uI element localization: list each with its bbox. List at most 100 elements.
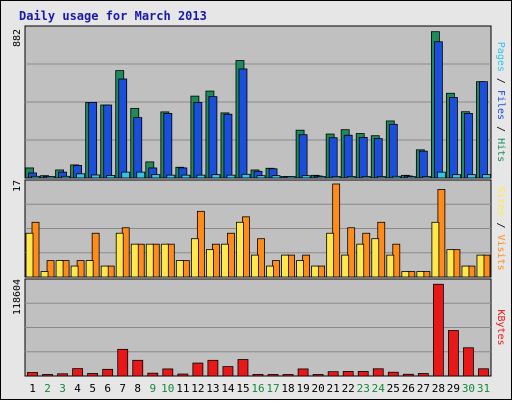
bar-files-day-19 xyxy=(298,134,308,179)
bar-kbytes-day-21 xyxy=(327,371,339,377)
bar-files-day-23 xyxy=(358,136,368,179)
bar-kbytes-day-1 xyxy=(27,372,38,377)
legend-label-part: Files xyxy=(495,90,506,120)
bar-pages-day-25 xyxy=(391,175,401,179)
bar-kbytes-day-17 xyxy=(267,374,279,377)
bar-kbytes-day-26 xyxy=(402,373,414,377)
bar-files-day-31 xyxy=(479,81,488,179)
bar-pages-day-16 xyxy=(256,175,266,179)
bar-pages-day-18 xyxy=(286,176,296,179)
bar-pages-day-4 xyxy=(76,173,86,179)
x-tick-label-day-4: 4 xyxy=(74,382,81,395)
x-tick-label-day-10: 10 xyxy=(161,382,174,395)
y-max-tick-label-visits: 17 xyxy=(12,180,23,192)
legend-label-part: / xyxy=(495,72,506,90)
legend-label-part: Pages xyxy=(495,42,506,72)
bar-files-day-28 xyxy=(433,41,443,179)
bar-files-day-7 xyxy=(118,78,128,179)
bar-sites-day-15 xyxy=(236,221,244,278)
bar-sites-day-1 xyxy=(25,232,34,278)
series-legend-label-hits: Pages / Files / Hits xyxy=(495,42,506,162)
x-tick-label-day-24: 24 xyxy=(372,382,386,395)
x-tick-label-day-17: 17 xyxy=(266,382,279,395)
bar-pages-day-15 xyxy=(241,173,251,179)
bar-sites-day-28 xyxy=(431,221,440,278)
bar-visits-day-22 xyxy=(347,227,356,278)
bar-sites-day-31 xyxy=(476,254,485,278)
bar-pages-day-23 xyxy=(361,176,371,179)
bar-visits-day-5 xyxy=(91,232,100,278)
panel-visits: 17 Sites / Visits xyxy=(12,179,506,278)
legend-label-part: Sites xyxy=(495,186,506,216)
bar-pages-day-14 xyxy=(226,174,236,179)
series-legend-label-visits: Sites / Visits xyxy=(495,186,506,270)
bar-sites-day-30 xyxy=(461,265,470,278)
bar-pages-day-5 xyxy=(91,174,101,179)
x-tick-label-day-19: 19 xyxy=(296,382,309,395)
bar-kbytes-day-9 xyxy=(147,372,159,377)
bar-pages-day-31 xyxy=(482,174,491,179)
bar-kbytes-day-18 xyxy=(282,374,294,377)
bar-sites-day-10 xyxy=(160,243,169,278)
bar-kbytes-day-15 xyxy=(237,359,249,377)
bar-kbytes-day-11 xyxy=(177,373,189,377)
bar-files-day-21 xyxy=(328,137,338,179)
x-tick-label-day-30: 30 xyxy=(462,382,475,395)
x-tick-label-day-14: 14 xyxy=(221,382,235,395)
bar-files-day-30 xyxy=(464,113,473,179)
x-tick-label-day-3: 3 xyxy=(59,382,66,395)
bar-sites-day-22 xyxy=(341,254,350,278)
x-tick-label-day-20: 20 xyxy=(312,382,325,395)
bar-visits-day-2 xyxy=(46,260,55,278)
x-tick-label-day-23: 23 xyxy=(357,382,370,395)
legend-label-part: Visits xyxy=(495,235,506,271)
bar-kbytes-day-13 xyxy=(207,359,219,377)
legend-label-part: KBytes xyxy=(495,309,506,345)
bar-files-day-8 xyxy=(133,117,143,179)
bar-sites-day-20 xyxy=(311,265,320,278)
bar-pages-day-6 xyxy=(106,175,116,179)
bar-files-day-10 xyxy=(163,113,173,179)
chart-panels: 882 Pages / Files / Hits 17 Sites / Visits1… xyxy=(12,25,506,377)
bar-pages-day-24 xyxy=(376,176,386,179)
bar-kbytes-day-20 xyxy=(312,374,324,377)
bar-files-day-29 xyxy=(449,97,458,179)
x-tick-label-day-8: 8 xyxy=(134,382,141,395)
bar-sites-day-19 xyxy=(296,260,305,278)
x-tick-label-day-12: 12 xyxy=(191,382,204,395)
bar-sites-day-25 xyxy=(386,254,395,278)
x-tick-label-day-25: 25 xyxy=(387,382,400,395)
bar-files-day-13 xyxy=(208,96,218,179)
bar-sites-day-21 xyxy=(326,232,335,278)
bar-kbytes-day-2 xyxy=(42,374,53,377)
bar-pages-day-3 xyxy=(61,175,70,179)
bar-sites-day-18 xyxy=(281,254,289,278)
bar-pages-day-11 xyxy=(181,174,191,179)
bar-sites-day-6 xyxy=(100,265,109,278)
bar-sites-day-4 xyxy=(70,265,79,278)
x-tick-label-day-1: 1 xyxy=(29,382,36,395)
x-tick-label-day-6: 6 xyxy=(104,382,111,395)
x-tick-label-day-2: 2 xyxy=(44,382,51,395)
x-tick-label-day-16: 16 xyxy=(251,382,264,395)
bar-sites-day-26 xyxy=(401,271,410,278)
bar-kbytes-day-22 xyxy=(342,371,354,377)
x-tick-label-day-31: 31 xyxy=(477,382,490,395)
x-tick-label-day-21: 21 xyxy=(327,382,340,395)
bar-pages-day-9 xyxy=(151,174,161,179)
bar-visits-day-21 xyxy=(332,183,341,278)
legend-label-part: / xyxy=(495,216,506,234)
bar-pages-day-19 xyxy=(301,175,311,179)
bar-files-day-14 xyxy=(223,113,233,179)
bar-files-day-15 xyxy=(238,68,248,179)
bar-kbytes-day-16 xyxy=(252,374,264,377)
bar-pages-day-1 xyxy=(31,175,40,179)
bar-files-day-5 xyxy=(88,102,98,179)
x-tick-label-day-26: 26 xyxy=(402,382,415,395)
y-max-tick-label-hits: 882 xyxy=(12,29,23,47)
bar-kbytes-day-29 xyxy=(448,330,459,377)
bar-files-day-24 xyxy=(373,138,383,179)
bar-pages-day-17 xyxy=(271,175,281,179)
